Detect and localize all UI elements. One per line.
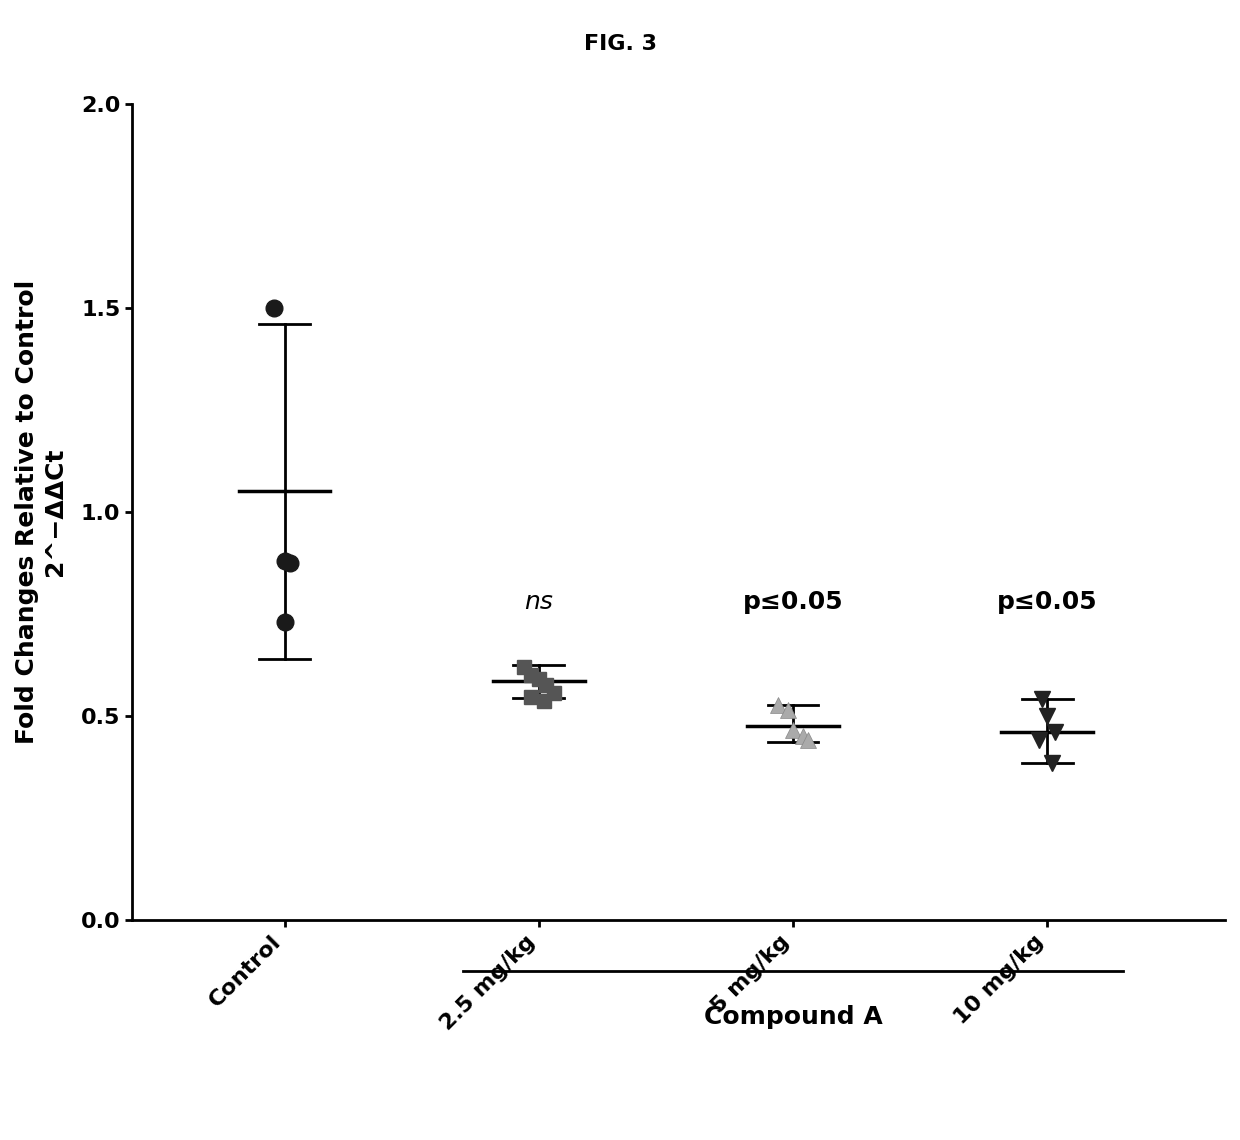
Text: FIG. 3: FIG. 3 — [584, 34, 656, 55]
Text: p≤0.05: p≤0.05 — [743, 589, 843, 613]
Text: ns: ns — [525, 589, 553, 613]
Text: p≤0.05: p≤0.05 — [997, 589, 1097, 613]
Y-axis label: Fold Changes Relative to Control
2^−ΔΔCt: Fold Changes Relative to Control 2^−ΔΔCt — [15, 279, 67, 743]
Text: Compound A: Compound A — [703, 1005, 883, 1029]
